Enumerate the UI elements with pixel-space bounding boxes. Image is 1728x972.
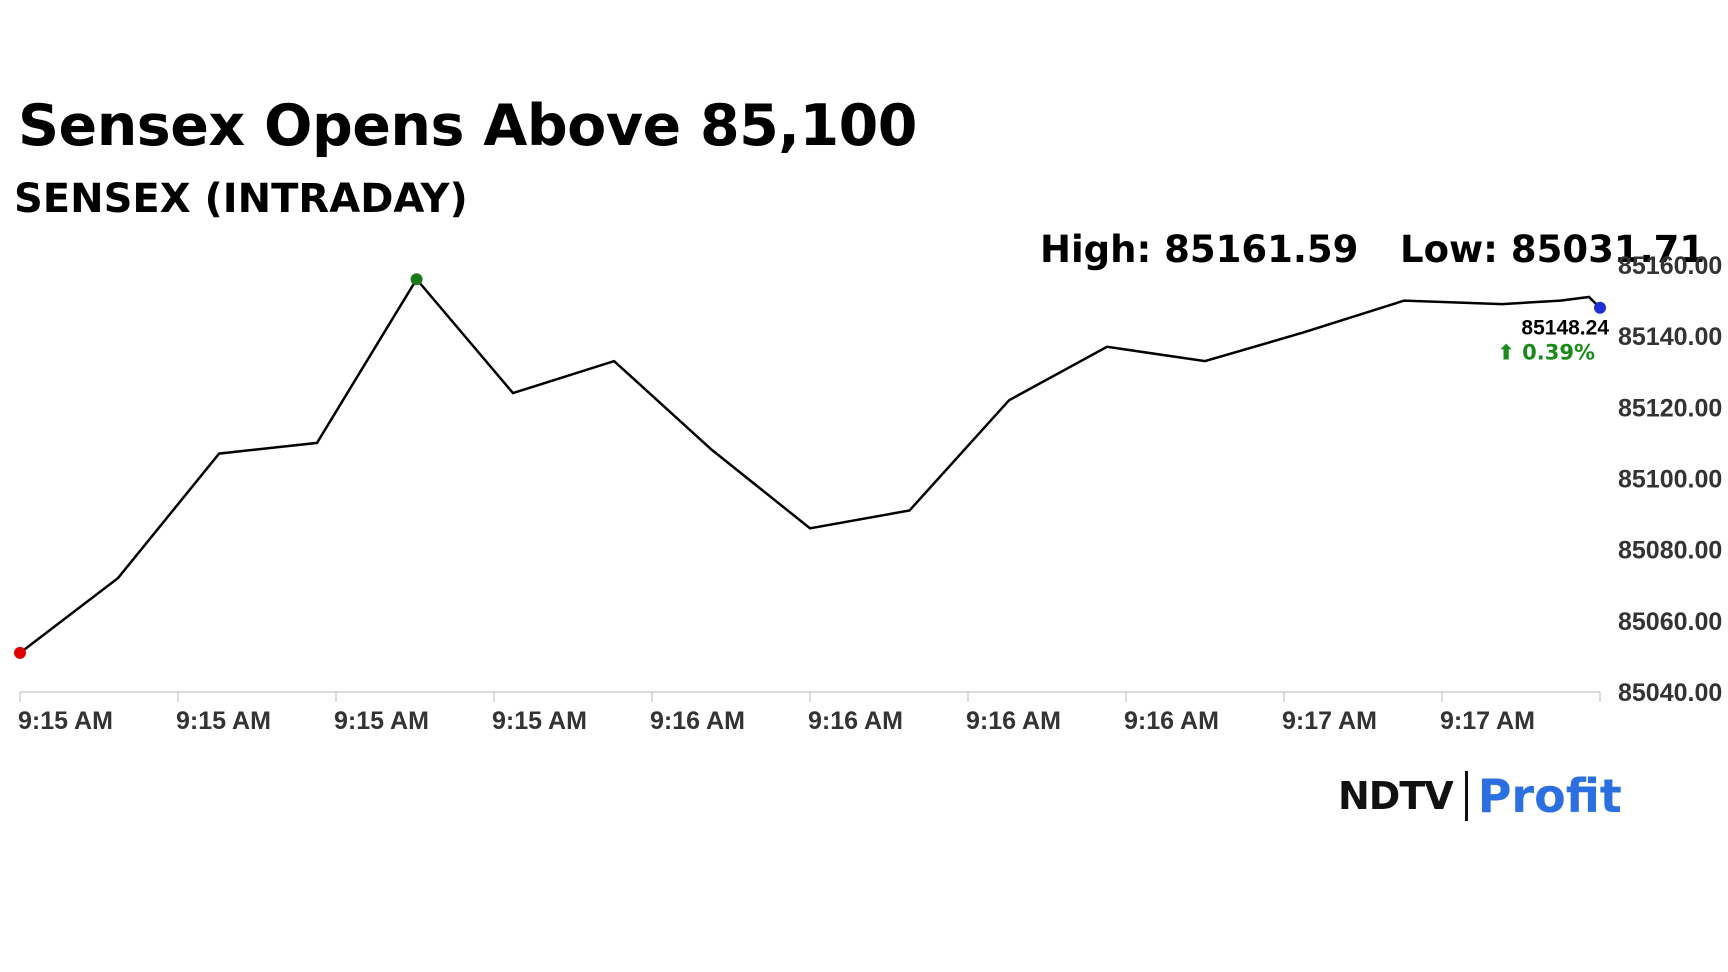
x-tick-label: 9:16 AM: [808, 707, 903, 735]
day-low-stat: Low: 85031.71: [1400, 228, 1706, 271]
y-tick-label: 85100.00: [1618, 466, 1722, 494]
end-point-marker: [1594, 301, 1606, 314]
y-tick-label: 85160.00: [1618, 252, 1722, 280]
logo-profit-text: Profit: [1477, 769, 1622, 823]
day-high-stat: High: 85161.59: [1040, 228, 1359, 271]
ndtv-profit-logo: NDTV Profit: [1338, 769, 1622, 823]
x-tick-label: 9:15 AM: [18, 707, 113, 735]
x-tick-label: 9:15 AM: [176, 707, 271, 735]
logo-divider: [1464, 771, 1468, 821]
x-tick-label: 9:16 AM: [650, 707, 745, 735]
x-tick-label: 9:15 AM: [334, 707, 429, 735]
y-tick-label: 85120.00: [1618, 394, 1722, 422]
chart-subtitle: SENSEX (INTRADAY): [14, 176, 468, 222]
y-tick-label: 85140.00: [1618, 323, 1722, 351]
chart-title: Sensex Opens Above 85,100: [18, 93, 917, 159]
series-line: [19, 277, 1601, 654]
x-tick-label: 9:16 AM: [1124, 707, 1219, 735]
high-point-marker: [410, 273, 423, 286]
last-price-label: 85148.24: [1521, 317, 1609, 340]
y-tick-label: 85080.00: [1618, 537, 1722, 565]
x-tick-label: 9:17 AM: [1282, 707, 1377, 735]
logo-ndtv-text: NDTV: [1338, 774, 1454, 818]
x-tick-label: 9:15 AM: [492, 707, 587, 735]
x-tick-label: 9:17 AM: [1440, 707, 1535, 735]
y-tick-label: 85040.00: [1618, 679, 1722, 707]
x-tick-label: 9:16 AM: [966, 707, 1061, 735]
change-percent-label: ⬆ 0.39%: [1497, 341, 1595, 365]
start-point-marker: [14, 646, 26, 659]
y-tick-label: 85060.00: [1618, 608, 1722, 636]
